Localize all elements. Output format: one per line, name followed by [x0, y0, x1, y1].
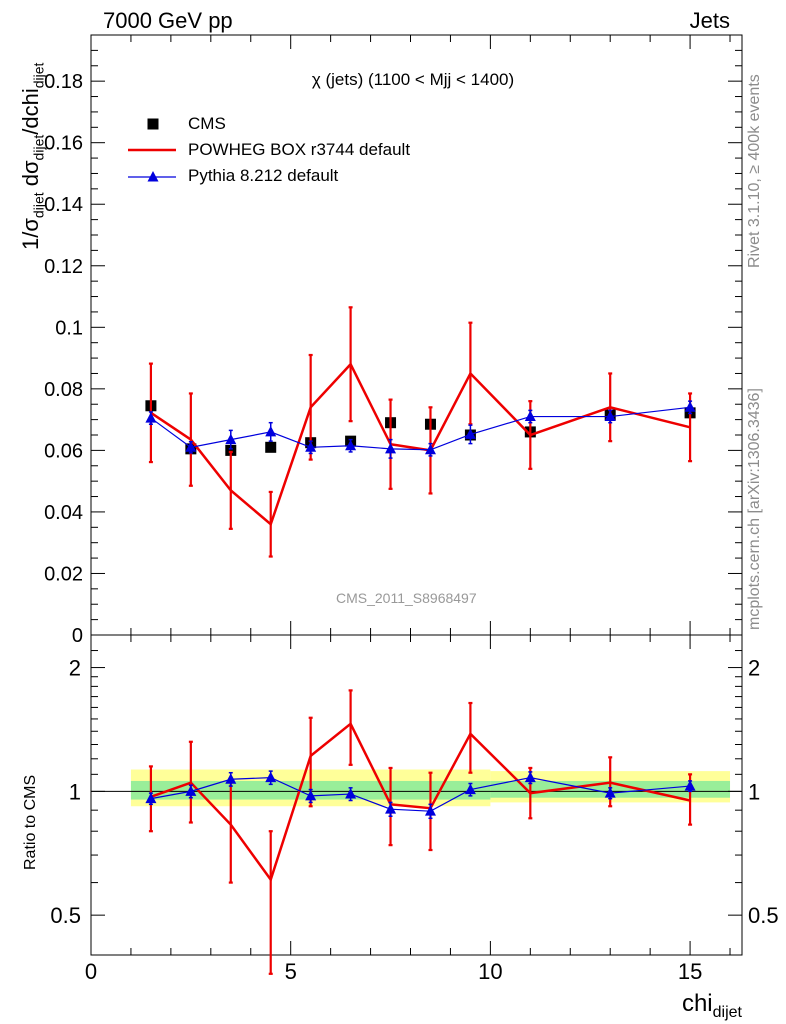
ratio-pythia-data-point: [145, 792, 157, 804]
ratio-pythia-data-point: [265, 771, 277, 783]
legend-label-powheg: POWHEG BOX r3744 default: [188, 140, 411, 159]
x-axis-label: chidijet: [681, 990, 742, 1021]
ratio-pythia-line: [150, 776, 691, 812]
powheg-line: [150, 362, 691, 527]
cms-data-point: [265, 441, 277, 453]
ratio-powheg-line: [150, 721, 691, 883]
pythia-data-point: [524, 410, 536, 422]
pythia-data-point: [145, 412, 157, 423]
chart-title: χ (jets) (1100 < Mjj < 1400): [311, 70, 515, 89]
y-tick-label: 0.1: [55, 317, 83, 339]
y-tick-label: 0.02: [44, 563, 83, 585]
main-panel-axes: 0 0.02 0.04 0.06 0.08 0.1 0.12 0.14 0.16 0.18: [44, 34, 743, 647]
y-tick-label: 0: [72, 625, 83, 647]
pythia-data-point: [265, 425, 277, 437]
main-panel-marks: [145, 306, 696, 558]
ratio-pythia-data-point: [424, 805, 436, 816]
ratio-panel-marks: [145, 689, 696, 975]
x-tick-label: 10: [478, 959, 502, 984]
ratio-pythia-data-point: [225, 773, 237, 784]
ratio-pythia-data-point: [684, 780, 696, 791]
pythia-data-point: [305, 441, 317, 452]
mcplots-reference-label: mcplots.cern.ch [arXiv:1306.3436]: [746, 388, 763, 630]
ratio-panel-axes: 0.5 0.5 1 1 2 2 0 5 10 15: [50, 634, 779, 984]
y-tick-label: 0.12: [44, 256, 83, 278]
rivet-version-label: Rivet 3.1.10, ≥ 400k events: [746, 74, 763, 268]
header-energy-label: 7000 GeV pp: [103, 8, 233, 33]
legend-marks: [128, 118, 176, 182]
ratio-y-axis-label: Ratio to CMS: [22, 774, 39, 870]
pythia-data-point: [345, 439, 357, 451]
ratio-pythia-data-point: [604, 787, 616, 798]
ratio-pythia-data-point: [305, 789, 317, 801]
x-tick-label: 15: [678, 959, 702, 984]
y-tick-label: 0.14: [44, 194, 83, 216]
legend-label-pythia: Pythia 8.212 default: [188, 166, 339, 185]
y-tick-label: 0.08: [44, 379, 83, 401]
pythia-data-point: [424, 443, 436, 455]
legend-marker-pythia: [147, 171, 159, 182]
pythia-line: [150, 406, 691, 451]
main-y-axis-label: 1/σdijet dσdijet/dchidijet: [18, 62, 47, 250]
ratio-y-tick-label-left: 0.5: [50, 903, 81, 928]
ratio-pythia-data-point: [524, 771, 536, 783]
pythia-data-point: [185, 441, 197, 452]
pythia-data-point: [464, 428, 476, 439]
pythia-data-point: [604, 410, 616, 422]
legend-label-cms: CMS: [188, 114, 226, 133]
cms-data-point: [225, 444, 237, 456]
x-tick-label: 0: [85, 959, 97, 984]
y-tick-label: 0.06: [44, 440, 83, 462]
y-tick-label: 0.18: [44, 71, 83, 93]
pythia-data-point: [225, 433, 237, 445]
header-process-label: Jets: [689, 8, 730, 33]
ratio-pythia-data-point: [385, 803, 397, 814]
pythia-data-point: [684, 401, 696, 412]
ratio-pythia-data-point: [345, 788, 357, 799]
ratio-pythia-data-point: [464, 783, 476, 795]
y-tick-label: 0.16: [44, 133, 83, 155]
legend-marker-cms: [147, 118, 159, 130]
x-tick-label: 5: [285, 959, 297, 984]
ratio-y-tick-label-left: 2: [69, 656, 81, 681]
ratio-frame: [90, 634, 743, 956]
y-tick-label: 0.04: [44, 502, 83, 524]
ratio-y-tick-label-left: 1: [69, 779, 81, 804]
pythia-data-point: [385, 442, 397, 454]
ratio-y-tick-label-right: 2: [748, 656, 760, 681]
analysis-watermark: CMS_2011_S8968497: [336, 590, 477, 606]
ratio-y-tick-label-right: 1: [748, 779, 760, 804]
ratio-pythia-data-point: [185, 785, 197, 796]
ratio-y-tick-label-right: 0.5: [748, 903, 779, 928]
